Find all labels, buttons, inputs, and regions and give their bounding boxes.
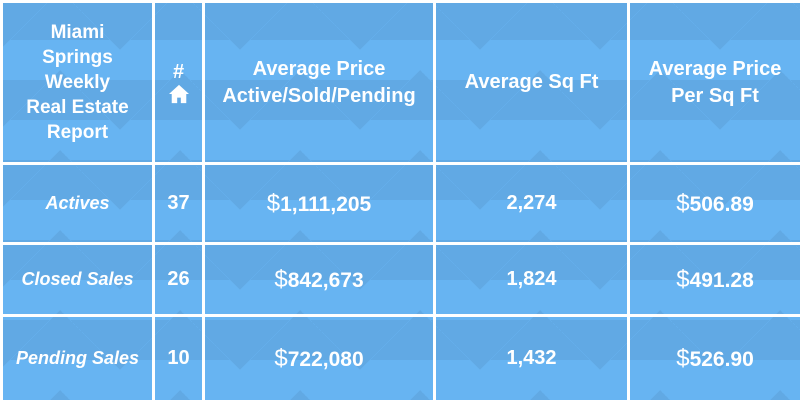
title-line: Real Estate xyxy=(26,97,129,118)
header-row: Miami Springs Weekly Real Estate Report … xyxy=(0,0,800,165)
avg-sqft-value: 1,432 xyxy=(506,347,557,369)
avg-price-header-cell: Average Price Active/Sold/Pending xyxy=(202,0,436,165)
count-header: # xyxy=(168,62,190,104)
currency-symbol: $ xyxy=(266,189,281,217)
avg-sqft-value: 2,274 xyxy=(506,192,557,214)
avg-sqft-value: 1,824 xyxy=(506,268,557,290)
avg-sqft-header-cell: Average Sq Ft xyxy=(433,0,630,165)
report-title-cell: Miami Springs Weekly Real Estate Report xyxy=(0,0,155,165)
price-per-sqft-amount: 526.90 xyxy=(689,347,754,371)
price-per-sqft-header: Average Price Per Sq Ft xyxy=(649,56,782,110)
listing-count: 10 xyxy=(167,347,190,369)
title-line: Miami xyxy=(50,22,105,43)
avg-price-header: Average Price Active/Sold/Pending xyxy=(222,56,415,110)
report-title: Miami Springs Weekly Real Estate Report xyxy=(26,20,128,145)
avg-price-amount: 1,111,205 xyxy=(280,192,372,216)
price-per-sqft-amount: 491.28 xyxy=(689,268,754,292)
currency-symbol: $ xyxy=(274,265,288,293)
header-line: Average Price xyxy=(252,57,386,80)
price-per-sqft-amount: 506.89 xyxy=(689,192,754,216)
avg-price-value: $1,111,205 xyxy=(267,190,371,218)
price-per-sqft-value: $506.89 xyxy=(676,190,754,218)
currency-symbol: $ xyxy=(676,189,690,217)
header-line: Average Price xyxy=(648,57,782,80)
price-per-sqft-value: $491.28 xyxy=(676,266,754,294)
currency-symbol: $ xyxy=(274,344,288,372)
currency-symbol: $ xyxy=(676,265,690,293)
count-symbol: # xyxy=(172,60,185,83)
currency-symbol: $ xyxy=(676,344,690,372)
table-row: Closed Sales 26 $842,673 1,824 $491.28 xyxy=(0,242,800,317)
count-header-cell: # xyxy=(152,0,205,165)
title-line: Springs xyxy=(42,47,113,68)
title-line: Weekly xyxy=(44,72,111,93)
listing-count: 26 xyxy=(167,268,190,290)
avg-price-amount: 842,673 xyxy=(287,268,364,292)
header-line: Per Sq Ft xyxy=(671,84,759,107)
listing-count: 37 xyxy=(167,192,190,214)
price-per-sqft-value: $526.90 xyxy=(676,345,754,373)
avg-price-value: $842,673 xyxy=(274,266,363,294)
header-line: Active/Sold/Pending xyxy=(222,84,416,107)
row-label: Pending Sales xyxy=(15,348,140,368)
avg-price-amount: 722,080 xyxy=(287,347,364,371)
table-row: Pending Sales 10 $722,080 1,432 $526.90 xyxy=(0,314,800,400)
avg-price-value: $722,080 xyxy=(274,345,363,373)
avg-sqft-header: Average Sq Ft xyxy=(464,71,599,93)
house-icon xyxy=(168,84,189,103)
price-per-sqft-header-cell: Average Price Per Sq Ft xyxy=(627,0,800,165)
row-label: Closed Sales xyxy=(21,269,134,289)
row-label: Actives xyxy=(45,193,110,213)
title-line: Report xyxy=(46,122,109,143)
table-row: Actives 37 $1,111,205 2,274 $506.89 xyxy=(0,162,800,245)
